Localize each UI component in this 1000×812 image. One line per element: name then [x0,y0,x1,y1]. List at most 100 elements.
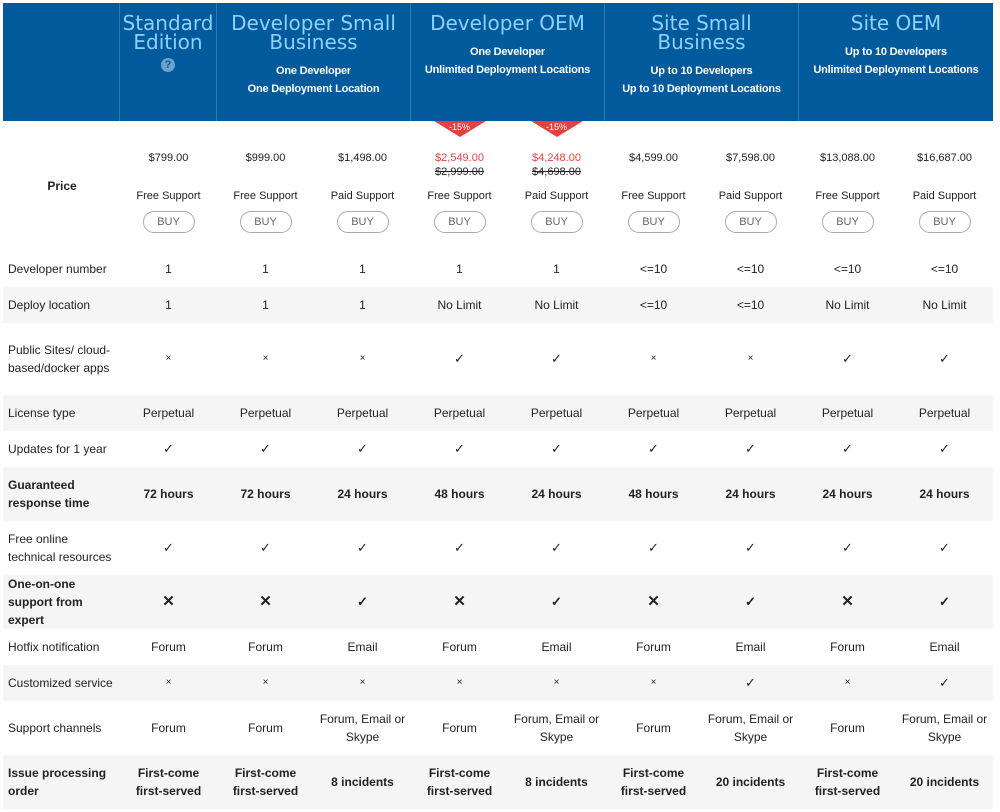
table-cell: ✓ [939,441,950,456]
header-dev-small: Developer Small Business One Developer O… [217,3,411,121]
table-cell: Forum, Email or Skype [513,712,600,744]
table-cell: ✓ [314,575,411,629]
header-sub: One Developer [275,65,352,77]
price-value: $13,088.00 [819,152,876,164]
table-cell: ✓ [896,575,993,629]
header-sub: Up to 10 Developers [845,46,947,58]
table-cell: Forum [151,640,186,654]
buy-button[interactable]: BUY [724,211,777,233]
table-cell: 72 hours [120,467,217,521]
table-cell: × [747,353,754,364]
row-label: Developer number [8,262,107,276]
table-cell: ✕ [799,575,896,629]
table-cell: × [314,665,411,701]
table-cell: 24 hours [314,467,411,521]
row-label: Public Sites/ cloud-based/docker apps [8,343,111,375]
table-cell: × [650,353,657,364]
header-sub: Up to 10 Deployment Locations [622,83,781,95]
table-cell: ✓ [163,540,174,555]
buy-button[interactable]: BUY [336,211,389,233]
table-cell: ✓ [454,351,465,366]
table-cell: 20 incidents [896,755,993,809]
price-cell: $13,088.00 Free Support BUY [799,121,896,251]
buy-button[interactable]: BUY [239,211,292,233]
table-cell: 8 incidents [314,755,411,809]
table-cell: <=10 [930,262,959,276]
table-cell: ✓ [454,441,465,456]
header-sub: Unlimited Deployment Locations [813,64,979,76]
table-cell: 48 hours [605,467,702,521]
table-cell: 24 hours [799,467,896,521]
table-cell: × [508,665,605,701]
price-value: $16,687.00 [916,152,973,164]
price-cell: -15% $4,248.00 $4,698.00 Paid Support BUY [508,121,605,251]
table-cell: × [359,353,366,364]
support-type: Free Support [233,190,298,202]
table-cell: Forum [636,721,671,735]
help-icon[interactable]: ? [161,58,175,72]
row-label: Free online technical resources [8,532,112,564]
table-cell: Perpetual [605,395,702,431]
table-cell: ✓ [896,665,993,701]
table-cell: 24 hours [508,467,605,521]
table-cell: Perpetual [217,395,314,431]
table-cell: Perpetual [896,395,993,431]
header-site-small: Site Small Business Up to 10 Developers … [605,3,799,121]
table-cell: ✓ [648,540,659,555]
buy-button[interactable]: BUY [530,211,583,233]
table-cell: × [262,353,269,364]
table-cell: Perpetual [508,395,605,431]
price-cell: $4,599.00 Free Support BUY [605,121,702,251]
price-cell: -15% $2,549.00 $2,999.00 Free Support BUY [411,121,508,251]
header-sub: One Deployment Location [247,83,380,95]
row-label: License type [3,395,120,431]
buy-button[interactable]: BUY [433,211,486,233]
table-cell: 1 [262,262,269,276]
buy-button[interactable]: BUY [918,211,971,233]
table-cell: × [165,353,172,364]
discount-badge [433,121,486,137]
table-cell: × [411,665,508,701]
support-type: Paid Support [718,190,783,202]
buy-button[interactable]: BUY [142,211,195,233]
table-cell: Perpetual [799,395,896,431]
table-cell: ✓ [648,441,659,456]
table-cell: ✓ [260,441,271,456]
support-type: Free Support [136,190,201,202]
table-cell: × [120,665,217,701]
table-cell: 48 hours [411,467,508,521]
table-cell: ✓ [551,540,562,555]
support-type: Paid Support [524,190,589,202]
row-label: One-on-one support from expert [3,575,120,629]
row-label: Guaranteed response time [3,467,120,521]
table-cell: <=10 [702,287,799,323]
price-value: $799.00 [148,152,189,164]
row-label: Hotfix notification [8,640,100,654]
header-standard: Standard Edition ? [120,3,217,121]
table-cell: ✓ [551,441,562,456]
table-cell: Forum [248,721,283,735]
table-cell: 72 hours [217,467,314,521]
price-value: $4,599.00 [629,152,678,164]
table-cell: First-come first-served [217,755,314,809]
table-cell: ✓ [163,441,174,456]
table-cell: ✕ [120,575,217,629]
price-value: $1,498.00 [338,152,387,164]
header-blank [3,3,120,121]
table-cell: ✓ [842,540,853,555]
original-price: $4,698.00 [532,166,581,178]
table-cell: Email [735,640,766,654]
buy-button[interactable]: BUY [627,211,680,233]
table-cell: First-come first-served [120,755,217,809]
header-title: Developer Small Business [231,11,396,54]
discount-badge [530,121,583,137]
buy-button[interactable]: BUY [821,211,874,233]
table-cell: ✓ [745,540,756,555]
table-cell: ✓ [454,540,465,555]
discount-label: -15% [448,122,470,132]
table-cell: 20 incidents [702,755,799,809]
row-label: Customized service [3,665,120,701]
support-type: Free Support [815,190,880,202]
table-cell: 1 [165,262,172,276]
table-cell: No Limit [896,287,993,323]
